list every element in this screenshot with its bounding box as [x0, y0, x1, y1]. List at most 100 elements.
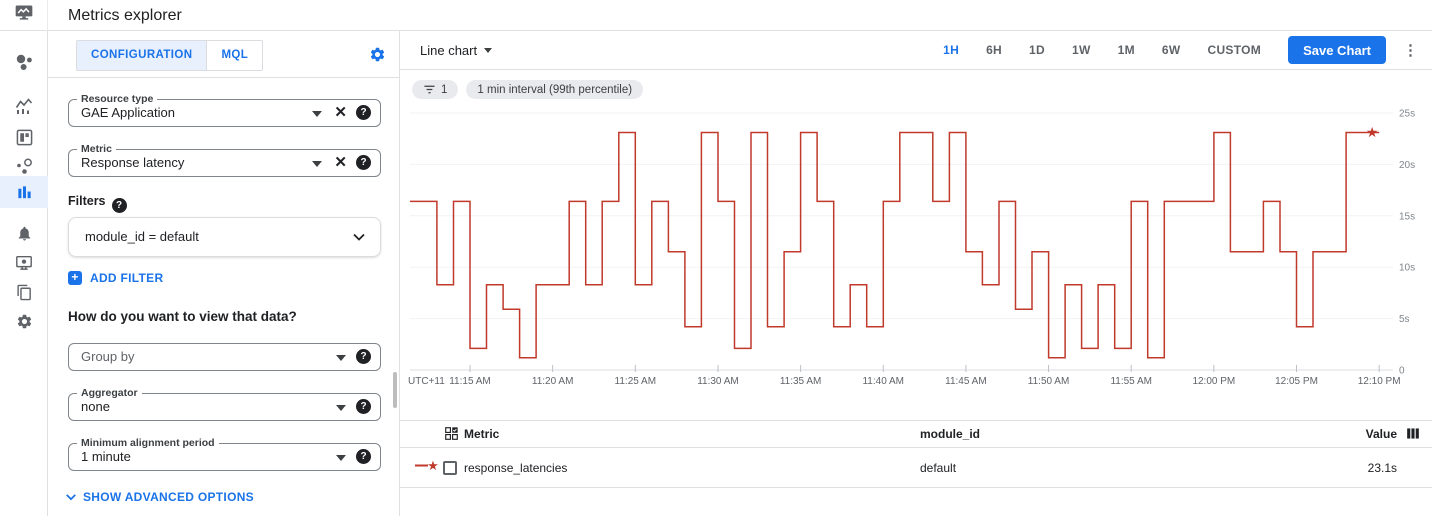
dropdown-arrow-icon[interactable] [336, 405, 346, 411]
bar-chart-icon [16, 184, 33, 201]
range-1h[interactable]: 1H [943, 43, 960, 57]
view-data-question: How do you want to view that data? [68, 309, 297, 324]
help-icon[interactable]: ? [356, 349, 371, 364]
svg-text:20s: 20s [1399, 160, 1415, 171]
clear-icon[interactable]: ✕ [334, 154, 347, 171]
help-icon[interactable]: ? [111, 198, 127, 213]
svg-text:5s: 5s [1399, 314, 1410, 325]
range-1w[interactable]: 1W [1071, 43, 1091, 57]
monitoring-logo-cell[interactable] [0, 0, 48, 31]
cell-value: 23.1s [1367, 460, 1397, 475]
more-options-kebab-icon[interactable]: ⋮ [1403, 41, 1418, 59]
svg-text:12:10 PM: 12:10 PM [1358, 376, 1401, 387]
config-scrollbar[interactable] [393, 372, 397, 408]
series-legend-line-star-icon: ★ [415, 458, 439, 477]
rail-item-alerting[interactable] [0, 218, 48, 248]
svg-text:11:50 AM: 11:50 AM [1028, 376, 1070, 387]
chart-pane-header: Line chart 1H 6H 1D 1W 1M 6W CUSTOM Save… [400, 31, 1432, 70]
cell-module-id: default [920, 460, 957, 475]
add-filter-button[interactable]: + ADD FILTER [68, 271, 163, 285]
rail-item-uptime-checks[interactable] [0, 248, 48, 278]
filter-list-icon [424, 85, 435, 94]
filters-section-label: Filters? [68, 194, 127, 213]
config-tabset: CONFIGURATION MQL [76, 40, 264, 71]
interval-chip[interactable]: 1 min interval (99th percentile) [466, 80, 644, 99]
svg-text:25s: 25s [1399, 109, 1415, 120]
configuration-panel: CONFIGURATION MQL Resource type GAE Appl… [48, 31, 400, 516]
legend-table-row[interactable]: ★ response_latencies default 23.1s [400, 448, 1432, 488]
chart-chips: 1 1 min interval (99th percentile) [412, 80, 644, 99]
left-rail [0, 31, 48, 516]
row-checkbox[interactable] [443, 460, 457, 475]
range-1d[interactable]: 1D [1029, 43, 1045, 57]
help-icon[interactable]: ? [356, 449, 371, 464]
min-alignment-label: Minimum alignment period [77, 437, 219, 449]
svg-text:11:35 AM: 11:35 AM [780, 376, 822, 387]
filter-expression: module_id = default [85, 229, 199, 244]
dropdown-arrow-icon [484, 47, 493, 53]
rail-item-services[interactable] [0, 151, 48, 181]
resource-type-value: GAE Application [81, 105, 175, 120]
end-star-marker: ★ [1366, 124, 1379, 140]
rail-item-metrics-explorer[interactable] [0, 176, 48, 208]
rail-item-groups[interactable] [0, 277, 48, 307]
rail-item-metrics[interactable] [0, 91, 48, 121]
cluster-icon [14, 52, 34, 72]
metric-value: Response latency [81, 155, 185, 170]
dropdown-arrow-icon[interactable] [312, 161, 322, 167]
resource-type-field[interactable]: Resource type GAE Application ✕ ? [68, 93, 381, 127]
legend-table-header: Metric module_id Value [400, 420, 1432, 448]
dropdown-arrow-icon[interactable] [336, 455, 346, 461]
latency-line-chart[interactable]: 25s 20s 15s 10s 5s 0 11:15 AM 11:20 AM 11:25 AM 1… [400, 100, 1432, 395]
rail-item-settings[interactable] [0, 306, 48, 336]
group-by-field[interactable]: Group by ? [68, 343, 381, 371]
select-all-grid-icon[interactable] [445, 427, 458, 441]
column-header-metric[interactable]: Metric [464, 427, 500, 441]
aggregator-field[interactable]: Aggregator none ? [68, 387, 381, 421]
help-icon[interactable]: ? [356, 399, 371, 414]
metric-field[interactable]: Metric Response latency ✕ ? [68, 143, 381, 177]
aggregator-value: none [81, 399, 110, 414]
svg-text:★: ★ [427, 458, 439, 472]
help-icon[interactable]: ? [356, 155, 371, 170]
column-header-value[interactable]: Value [1365, 427, 1397, 441]
svg-text:10s: 10s [1399, 263, 1415, 274]
range-1m[interactable]: 1M [1117, 43, 1135, 57]
show-advanced-options-button[interactable]: SHOW ADVANCED OPTIONS [65, 490, 254, 504]
aggregator-label: Aggregator [77, 387, 142, 399]
svg-text:11:45 AM: 11:45 AM [945, 376, 987, 387]
tab-mql[interactable]: MQL [206, 41, 263, 70]
column-header-module-id[interactable]: module_id [920, 427, 981, 441]
resource-type-label: Resource type [77, 93, 158, 105]
view-columns-icon[interactable] [1406, 427, 1420, 442]
filter-count-chip[interactable]: 1 [412, 80, 459, 99]
range-custom[interactable]: CUSTOM [1207, 43, 1262, 57]
range-6h[interactable]: 6H [986, 43, 1003, 57]
time-range-selector: 1H 6H 1D 1W 1M 6W CUSTOM Save Chart ⋮ [916, 36, 1432, 64]
svg-text:11:40 AM: 11:40 AM [862, 376, 904, 387]
dropdown-arrow-icon[interactable] [336, 355, 346, 361]
copy-squares-icon [16, 284, 33, 301]
dropdown-arrow-icon[interactable] [312, 111, 322, 117]
dashboard-icon [16, 129, 33, 146]
rail-item-dashboards[interactable] [0, 122, 48, 152]
svg-text:0: 0 [1399, 366, 1405, 377]
svg-text:UTC+11: UTC+11 [408, 376, 445, 387]
clear-icon[interactable]: ✕ [334, 104, 347, 121]
tab-configuration[interactable]: CONFIGURATION [77, 41, 207, 70]
chevron-down-icon [353, 233, 365, 241]
rail-item-overview[interactable] [0, 47, 48, 77]
svg-text:11:25 AM: 11:25 AM [615, 376, 657, 387]
filter-row[interactable]: module_id = default [68, 217, 381, 257]
range-6w[interactable]: 6W [1161, 43, 1181, 57]
legend-table: Metric module_id Value [400, 420, 1432, 488]
svg-text:12:05 PM: 12:05 PM [1275, 376, 1318, 387]
config-settings-gear-icon[interactable] [369, 46, 386, 68]
save-chart-button[interactable]: Save Chart [1288, 36, 1386, 64]
page-title: Metrics explorer [68, 7, 182, 24]
svg-text:11:30 AM: 11:30 AM [697, 376, 739, 387]
help-icon[interactable]: ? [356, 105, 371, 120]
min-alignment-field[interactable]: Minimum alignment period 1 minute ? [68, 437, 381, 471]
chart-type-dropdown[interactable]: Line chart [420, 43, 493, 58]
